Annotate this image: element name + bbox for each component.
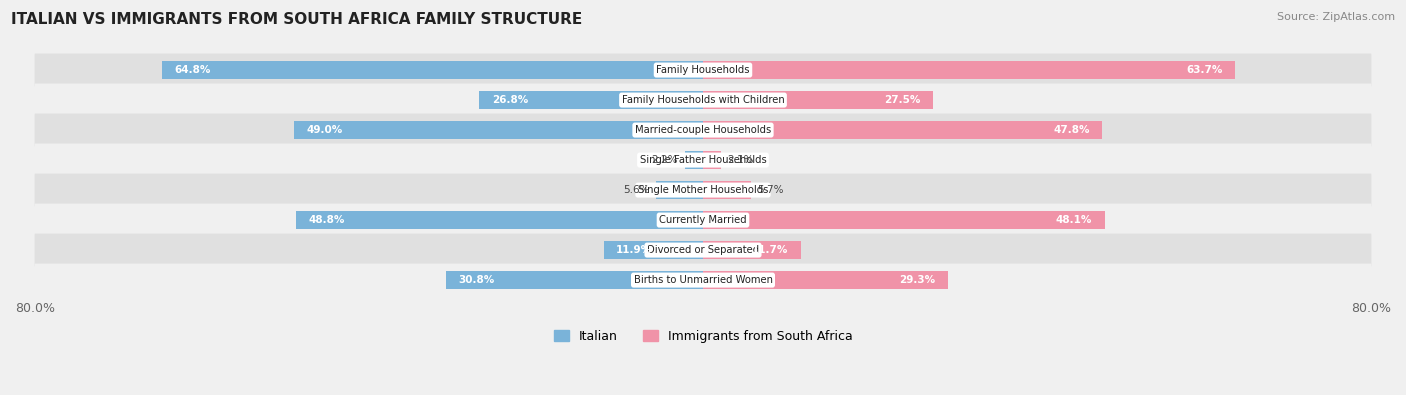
Text: 30.8%: 30.8% (458, 275, 495, 285)
Text: Single Father Households: Single Father Households (640, 155, 766, 165)
Text: 5.6%: 5.6% (623, 185, 650, 195)
Text: 49.0%: 49.0% (307, 125, 343, 135)
FancyBboxPatch shape (35, 143, 1371, 177)
FancyBboxPatch shape (35, 263, 1371, 297)
FancyBboxPatch shape (35, 203, 1371, 237)
Text: 2.1%: 2.1% (727, 155, 754, 165)
FancyBboxPatch shape (35, 54, 1371, 87)
Text: Divorced or Separated: Divorced or Separated (647, 245, 759, 255)
FancyBboxPatch shape (35, 233, 1371, 267)
Bar (703, 151, 720, 169)
Text: 26.8%: 26.8% (492, 95, 529, 105)
Text: ITALIAN VS IMMIGRANTS FROM SOUTH AFRICA FAMILY STRUCTURE: ITALIAN VS IMMIGRANTS FROM SOUTH AFRICA … (11, 12, 582, 27)
Bar (603, 241, 703, 259)
Text: 11.7%: 11.7% (752, 245, 789, 255)
Text: 5.7%: 5.7% (758, 185, 783, 195)
Text: Family Households: Family Households (657, 65, 749, 75)
Text: 64.8%: 64.8% (174, 65, 211, 75)
FancyBboxPatch shape (35, 113, 1371, 147)
Bar (295, 211, 703, 229)
Text: Births to Unmarried Women: Births to Unmarried Women (634, 275, 772, 285)
Text: Married-couple Households: Married-couple Households (636, 125, 770, 135)
Text: 48.8%: 48.8% (308, 215, 344, 225)
Text: 47.8%: 47.8% (1053, 125, 1090, 135)
Bar (162, 61, 703, 79)
Bar (446, 271, 703, 289)
Bar (294, 121, 703, 139)
Bar (703, 241, 800, 259)
Text: 48.1%: 48.1% (1056, 215, 1092, 225)
FancyBboxPatch shape (35, 84, 1371, 117)
Text: Source: ZipAtlas.com: Source: ZipAtlas.com (1277, 12, 1395, 22)
Text: Single Mother Households: Single Mother Households (638, 185, 768, 195)
Bar (703, 61, 1234, 79)
Legend: Italian, Immigrants from South Africa: Italian, Immigrants from South Africa (548, 325, 858, 348)
Bar (703, 271, 948, 289)
Bar (703, 121, 1102, 139)
FancyBboxPatch shape (35, 173, 1371, 207)
Text: Currently Married: Currently Married (659, 215, 747, 225)
Text: 2.2%: 2.2% (651, 155, 678, 165)
Text: 27.5%: 27.5% (884, 95, 920, 105)
Bar (703, 181, 751, 199)
Text: Family Households with Children: Family Households with Children (621, 95, 785, 105)
Text: 29.3%: 29.3% (898, 275, 935, 285)
Bar (703, 91, 932, 109)
Bar (685, 151, 703, 169)
Text: 63.7%: 63.7% (1187, 65, 1222, 75)
Text: 11.9%: 11.9% (616, 245, 652, 255)
Bar (479, 91, 703, 109)
Bar (657, 181, 703, 199)
Bar (703, 211, 1105, 229)
